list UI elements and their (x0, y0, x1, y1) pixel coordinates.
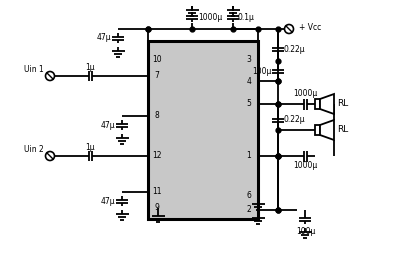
Polygon shape (320, 94, 334, 114)
Text: 1000µ: 1000µ (293, 162, 317, 170)
Bar (148, 41, 258, 219)
Text: 3: 3 (246, 55, 252, 64)
Text: RL: RL (337, 99, 348, 107)
Text: + Vcc: + Vcc (299, 24, 321, 33)
Text: 47µ: 47µ (97, 34, 111, 42)
Polygon shape (320, 120, 334, 140)
Text: 1µ: 1µ (85, 64, 95, 72)
Text: 1µ: 1µ (85, 144, 95, 152)
Circle shape (46, 71, 54, 81)
Bar (315, 99, 320, 109)
Text: 8: 8 (155, 112, 159, 120)
Text: 10: 10 (152, 55, 162, 64)
Text: Uin 1: Uin 1 (24, 65, 44, 73)
Text: 1000µ: 1000µ (198, 12, 222, 22)
Text: 100µ: 100µ (252, 67, 272, 75)
Text: 6: 6 (246, 192, 252, 200)
Text: 5: 5 (246, 100, 252, 108)
Text: 11: 11 (152, 187, 162, 197)
Text: 47µ: 47µ (101, 120, 115, 130)
Text: 0.1µ: 0.1µ (238, 12, 254, 22)
Text: RL: RL (337, 124, 348, 134)
Text: 2: 2 (247, 205, 251, 214)
Text: 47µ: 47µ (101, 197, 115, 205)
Text: 100µ: 100µ (296, 228, 316, 236)
Text: 1000µ: 1000µ (293, 89, 317, 99)
Text: 1: 1 (247, 151, 251, 161)
Bar (315, 125, 320, 135)
Text: 0.22µ: 0.22µ (283, 44, 305, 54)
Circle shape (46, 151, 54, 161)
Text: 0.22µ: 0.22µ (283, 116, 305, 124)
Text: 7: 7 (154, 71, 160, 81)
Text: 9: 9 (154, 203, 160, 213)
Text: Uin 2: Uin 2 (24, 145, 44, 153)
Text: 4: 4 (246, 76, 252, 86)
Text: 12: 12 (152, 151, 162, 161)
Circle shape (284, 24, 294, 34)
